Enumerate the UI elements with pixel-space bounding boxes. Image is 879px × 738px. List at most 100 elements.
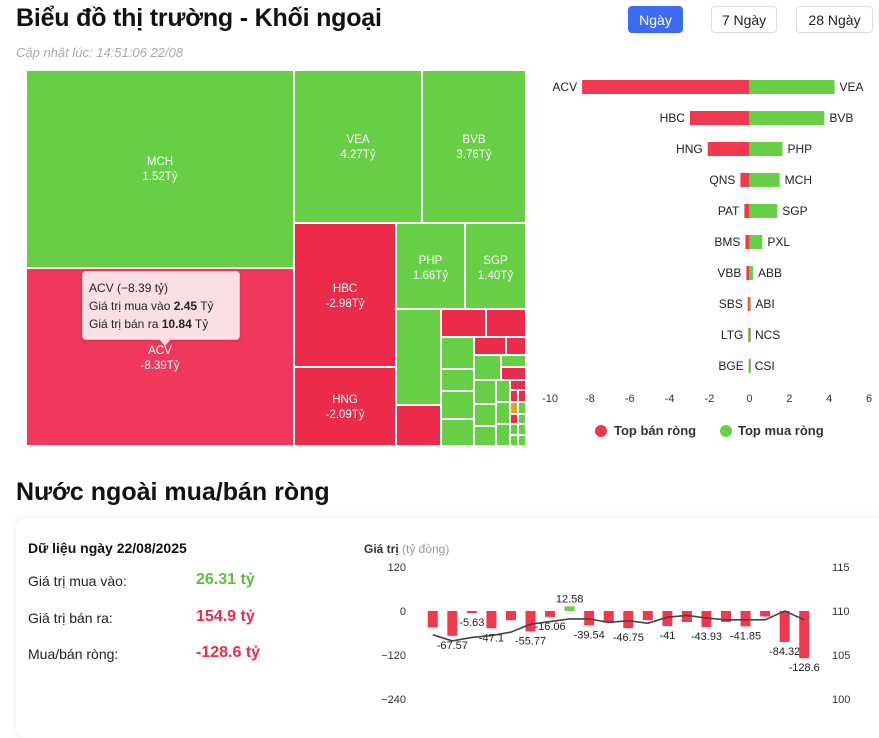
tile-small[interactable] xyxy=(474,404,496,426)
sell-bar[interactable] xyxy=(744,204,750,218)
buy-bar[interactable] xyxy=(749,235,763,249)
tile-small[interactable] xyxy=(486,309,526,337)
tile-small[interactable] xyxy=(441,369,474,391)
sell-bar-label: HBC xyxy=(660,111,686,125)
net-buy-sell-bar-chart: ACV HBC HNG QNS PAT BMS VBB SBS LTG BGE VEA BVB PHP M… xyxy=(542,80,872,438)
tile-small[interactable] xyxy=(501,355,526,367)
tile-hng[interactable]: HNG -2.09Tỷ xyxy=(294,367,396,446)
tile-small[interactable] xyxy=(496,424,510,446)
net-flow-bar[interactable] xyxy=(681,611,692,622)
net-flow-bar-label: -41.85 xyxy=(730,630,761,642)
tile-small[interactable] xyxy=(501,367,526,380)
net-flow-bar[interactable] xyxy=(603,611,614,622)
tile-small[interactable] xyxy=(510,390,518,402)
tile-small[interactable] xyxy=(441,391,474,419)
legend-buy-marker[interactable] xyxy=(720,425,732,437)
sell-bar[interactable] xyxy=(689,111,750,125)
sell-bar[interactable] xyxy=(747,297,750,311)
tile-small[interactable] xyxy=(518,402,526,414)
buy-bar[interactable] xyxy=(749,297,751,311)
x-tick-label: -6 xyxy=(625,393,635,405)
sell-bar[interactable] xyxy=(748,328,750,342)
tile-small[interactable] xyxy=(474,380,496,404)
tile-small[interactable] xyxy=(474,355,501,380)
net-flow-bar[interactable] xyxy=(623,611,634,629)
net-flow-bar[interactable] xyxy=(721,611,732,622)
tile-mch[interactable]: MCH 1.52Tỷ xyxy=(26,70,294,268)
tile-small[interactable] xyxy=(518,390,526,402)
tab-day[interactable]: Ngày xyxy=(628,6,683,33)
buy-bar[interactable] xyxy=(749,80,835,94)
tile-acv[interactable]: ACV -8.39Tỷ xyxy=(26,268,294,446)
net-flow-bar[interactable] xyxy=(466,611,477,614)
buy-bar[interactable] xyxy=(749,328,751,342)
tile-small[interactable] xyxy=(396,309,441,405)
y2-tick-label: 100 xyxy=(832,694,850,706)
sell-bar[interactable] xyxy=(707,142,750,156)
x-tick-label: 2 xyxy=(786,393,792,405)
tile-small[interactable] xyxy=(441,309,486,337)
y2-tick-label: 105 xyxy=(832,650,850,662)
tile-small[interactable] xyxy=(510,424,518,435)
tile-hbc-label: HBC -2.98Tỷ xyxy=(325,283,365,310)
tab-28-days[interactable]: 28 Ngày xyxy=(796,6,873,33)
tile-small[interactable] xyxy=(474,426,496,446)
net-flow-bar[interactable] xyxy=(740,611,751,627)
y-tick-label: 0 xyxy=(400,606,406,618)
net-flow-bar[interactable] xyxy=(427,611,438,628)
tile-small[interactable] xyxy=(510,402,518,414)
sell-bar[interactable] xyxy=(745,235,750,249)
sell-value-label: Giá trị bán ra: xyxy=(28,610,113,626)
net-flow-bar[interactable] xyxy=(760,611,771,617)
tile-small[interactable] xyxy=(510,380,526,390)
buy-bar[interactable] xyxy=(749,173,780,187)
tile-small[interactable] xyxy=(506,337,526,355)
tile-bvb[interactable]: BVB 3.76Tỷ xyxy=(422,70,526,223)
net-value-label: Mua/bán ròng: xyxy=(28,646,119,662)
net-flow-bar[interactable] xyxy=(799,611,810,659)
net-flow-bar[interactable] xyxy=(662,611,673,627)
sell-bar[interactable] xyxy=(740,173,750,187)
sell-value: 154.9 tỷ xyxy=(196,608,255,625)
tile-small[interactable] xyxy=(518,424,526,435)
net-flow-bar[interactable] xyxy=(505,611,516,621)
net-flow-bar[interactable] xyxy=(486,611,497,629)
net-flow-bar-label: -128.6 xyxy=(789,662,820,674)
tile-hbc[interactable]: HBC -2.98Tỷ xyxy=(294,223,396,367)
tile-small[interactable] xyxy=(518,414,526,424)
legend-buy-label: Top mua ròng xyxy=(738,423,824,438)
net-flow-bar[interactable] xyxy=(447,611,458,636)
tile-small[interactable] xyxy=(396,405,441,446)
net-flow-bar[interactable] xyxy=(779,611,790,642)
tab-7-days[interactable]: 7 Ngày xyxy=(711,6,777,33)
sell-bar[interactable] xyxy=(746,266,750,280)
tile-sgp[interactable]: SGP 1.40Tỷ xyxy=(465,223,526,309)
tile-small[interactable] xyxy=(518,435,526,446)
buy-bar[interactable] xyxy=(749,142,783,156)
tile-hng-label: HNG -2.09Tỷ xyxy=(325,394,365,421)
buy-bar[interactable] xyxy=(749,359,751,373)
sell-bar[interactable] xyxy=(582,80,750,94)
buy-bar[interactable] xyxy=(749,204,778,218)
tile-small[interactable] xyxy=(496,402,510,424)
tile-vea[interactable]: VEA 4.27Tỷ xyxy=(294,70,422,223)
tile-small[interactable] xyxy=(441,419,474,446)
net-flow-bar[interactable] xyxy=(642,611,653,621)
net-flow-bar[interactable] xyxy=(525,611,536,632)
net-flow-bar[interactable] xyxy=(545,611,556,617)
buy-bar[interactable] xyxy=(749,111,825,125)
tile-php[interactable]: PHP 1.66Tỷ xyxy=(396,223,465,309)
tile-small[interactable] xyxy=(496,380,510,402)
tile-small[interactable] xyxy=(441,337,474,369)
net-flow-bar-label: -84.32 xyxy=(769,646,800,658)
legend-sell-marker[interactable] xyxy=(595,425,607,437)
net-flow-bar[interactable] xyxy=(701,611,712,628)
buy-bar[interactable] xyxy=(749,266,753,280)
tile-bvb-label: BVB 3.76Tỷ xyxy=(456,134,492,161)
tile-small[interactable] xyxy=(510,414,518,424)
index-line xyxy=(432,610,805,642)
tile-small[interactable] xyxy=(474,337,506,355)
summary-date: Dữ liệu ngày 22/08/2025 xyxy=(28,540,187,556)
tile-small[interactable] xyxy=(510,435,518,446)
net-flow-bar[interactable] xyxy=(564,606,575,611)
